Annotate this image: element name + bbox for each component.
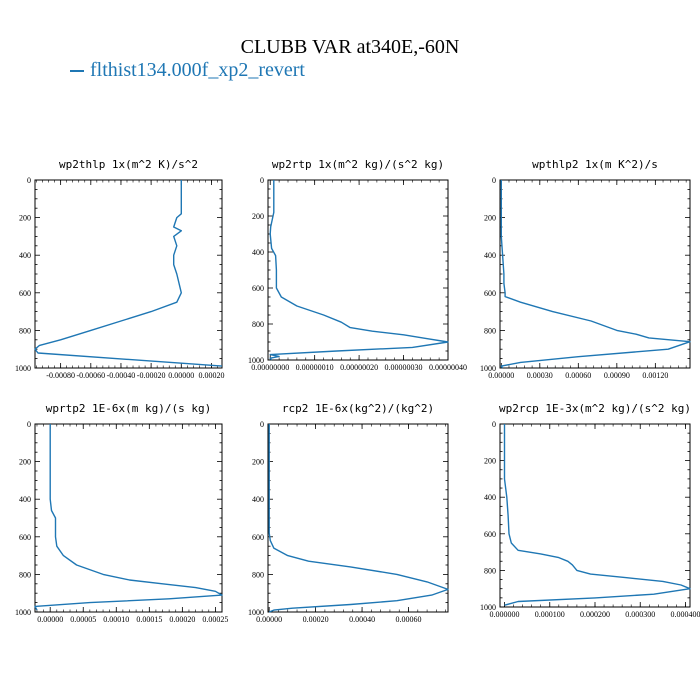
subplot-title: wprtp2 1E-6x(m kg)/(s kg) [46,402,212,415]
y-tick-label: 400 [484,493,496,502]
x-tick-label: 0.00000 [256,615,282,624]
axes-frame [499,423,691,608]
axes-frame [267,423,449,613]
axes-frame [499,179,691,369]
x-tick-label: 0.000300 [625,610,655,619]
x-tick-label: 0.00000010 [296,363,334,372]
x-tick-label: 0.00040 [349,615,375,624]
y-tick-label: 800 [484,566,496,575]
y-tick-label: 1000 [480,364,496,373]
axes-frame [34,179,223,369]
subplot-title: wpthlp2 1x(m K^2)/s [532,158,658,171]
x-tick-label: 0.00020 [169,615,195,624]
subplot-title: rcp2 1E-6x(kg^2)/(kg^2) [282,402,434,415]
x-tick-label: -0.00040 [107,371,136,380]
subplot-title: wp2rtp 1x(m^2 kg)/(s^2 kg) [272,158,444,171]
x-tick-label: -0.00080 [46,371,75,380]
subplot-6: wp2rcp 1E-3x(m^2 kg)/(s^2 kg)0 200 400 600 8… [480,402,700,619]
y-tick-label: 600 [252,533,264,542]
y-tick-label: 600 [19,289,31,298]
x-tick-label: 0.00000030 [385,363,423,372]
y-tick-label: 800 [484,326,496,335]
x-tick-label: 0.00020 [198,371,224,380]
x-tick-label: 0.00000020 [340,363,378,372]
y-tick-label: 400 [19,251,31,260]
series-line [34,180,223,367]
x-tick-label: 0.00060 [396,615,422,624]
subplot-4: wprtp2 1E-6x(m kg)/(s kg) 0 200 400 600 800 10… [15,402,228,624]
subplot-title: wp2rcp 1E-3x(m^2 kg)/(s^2 kg) [499,402,691,415]
x-tick-label: 0.00000 [168,371,194,380]
y-tick-label: 800 [252,570,264,579]
y-tick-label: 600 [19,533,31,542]
series-line [34,424,223,611]
x-tick-label: 0.00000 [488,371,514,380]
y-tick-label: 200 [19,458,31,467]
axes-frame [34,423,223,613]
y-tick-label: 0 [260,420,264,429]
legend: flthist134.000f_xp2_revert [70,59,305,82]
y-tick-label: 200 [484,457,496,466]
y-tick-label: 200 [19,214,31,223]
x-tick-label: 0.00120 [642,371,668,380]
y-tick-label: 800 [19,570,31,579]
y-tick-label: 200 [484,214,496,223]
y-tick-label: 0 [260,176,264,185]
axes-frame [267,179,449,361]
y-tick-label: 1000 [248,356,264,365]
y-tick-label: 0 [492,420,496,429]
x-tick-label: 0.000000 [490,610,520,619]
y-tick-label: 600 [252,284,264,293]
y-tick-label: 200 [252,458,264,467]
y-tick-label: 400 [252,495,264,504]
x-tick-label: 0.00030 [527,371,553,380]
x-tick-label: 0.00020 [303,615,329,624]
x-tick-label: 0.000400 [670,610,700,619]
y-tick-label: 400 [252,248,264,257]
x-tick-label: 0.00010 [103,615,129,624]
y-tick-label: 400 [484,251,496,260]
subplot-title: wp2thlp 1x(m^2 K)/s^2 [59,158,198,171]
y-tick-label: 0 [27,176,31,185]
x-tick-label: 0.00000 [37,615,63,624]
x-tick-label: 0.00000040 [429,363,467,372]
y-tick-label: 600 [484,530,496,539]
x-tick-label: 0.000200 [580,610,610,619]
subplot-3: wpthlp2 1x(m K^2)/s020040060080010000.00… [480,158,691,380]
series-line [500,180,691,369]
x-tick-label: 0.00060 [565,371,591,380]
x-tick-label: 0.00090 [604,371,630,380]
x-tick-label: 0.000100 [535,610,565,619]
x-tick-label: -0.00020 [137,371,166,380]
y-tick-label: 400 [19,495,31,504]
y-tick-label: 0 [492,176,496,185]
y-tick-label: 1000 [480,603,496,612]
legend-line-swatch [70,70,84,73]
y-tick-label: 1000 [15,364,31,373]
subplot-2: wp2rtp 1x(m^2 kg)/(s^2 kg) 0 200 400 600 800 1… [248,158,467,372]
series-line [268,424,449,613]
x-tick-label: -0.00060 [76,371,105,380]
y-tick-label: 200 [252,212,264,221]
y-tick-label: 800 [252,320,264,329]
y-tick-label: 800 [19,326,31,335]
subplot-1: wp2thlp 1x(m^2 K)/s^2 0 200 400 600 800 1000 -0… [15,158,224,380]
series-line [503,424,691,606]
x-tick-label: 0.00025 [202,615,228,624]
x-tick-label: 0.00015 [136,615,162,624]
y-tick-label: 1000 [15,608,31,617]
y-tick-label: 1000 [248,608,264,617]
y-tick-label: 0 [27,420,31,429]
y-tick-label: 600 [484,289,496,298]
series-line [269,180,449,361]
legend-series-label: flthist134.000f_xp2_revert [90,59,305,81]
figure-title: CLUBB VAR at340E,-60N [240,36,460,58]
x-tick-label: 0.00005 [70,615,96,624]
subplot-5: rcp2 1E-6x(kg^2)/(kg^2) 0 200 400 600 800 1000… [248,402,449,624]
x-tick-label: 0.00000000 [251,363,289,372]
